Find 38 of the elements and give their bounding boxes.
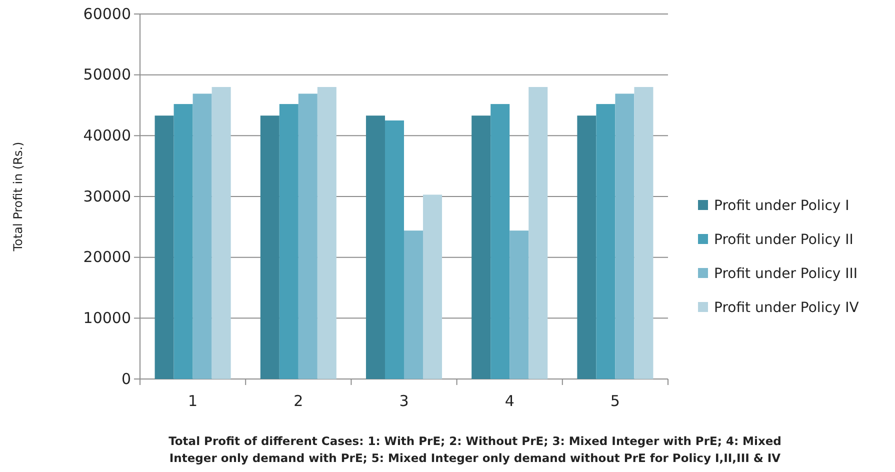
bar	[279, 104, 298, 379]
bar	[634, 87, 654, 379]
y-tick-label: 40000	[83, 126, 131, 144]
y-tick-label: 10000	[83, 308, 131, 327]
bar	[317, 87, 336, 379]
bar	[212, 87, 231, 379]
bar	[596, 104, 616, 379]
x-tick-label: 1	[188, 392, 198, 410]
bar	[404, 230, 424, 379]
legend-label: Profit under Policy IV	[714, 300, 860, 316]
bar	[528, 87, 548, 379]
y-tick-label: 60000	[83, 4, 131, 23]
legend-label: Profit under Policy II	[714, 232, 854, 248]
y-axis-title: Total Profit in (Rs.)	[11, 142, 25, 252]
x-axis-title: Total Profit of different Cases: 1: With PrE; 2: Without PrE; 3: Mixed Integer with PrE; 4: Mixed Integer only demand with PrE; 5: Mixed Integer only demand without PrE for Policy I,II,III & IV	[168, 434, 782, 465]
bar	[366, 116, 385, 379]
bar	[490, 104, 510, 379]
x-tick-label: 5	[610, 392, 620, 410]
y-tick-label: 50000	[83, 66, 131, 84]
bar	[260, 116, 280, 379]
bar	[154, 116, 174, 379]
bar	[615, 94, 634, 379]
bar	[472, 116, 491, 379]
x-tick-label: 2	[294, 392, 304, 410]
bar	[423, 194, 442, 379]
bar	[384, 120, 404, 379]
y-tick-label: 0	[121, 370, 131, 388]
bar	[174, 104, 193, 379]
legend-label: Profit under Policy III	[714, 266, 858, 282]
x-tick-label: 3	[399, 392, 409, 410]
bar	[577, 116, 596, 379]
bar	[510, 230, 529, 379]
bar	[192, 94, 212, 379]
legend-label: Profit under Policy I	[714, 198, 850, 214]
bar	[298, 94, 318, 379]
y-tick-label: 30000	[83, 187, 131, 206]
y-tick-label: 20000	[83, 248, 131, 266]
x-tick-label: 4	[504, 392, 514, 410]
